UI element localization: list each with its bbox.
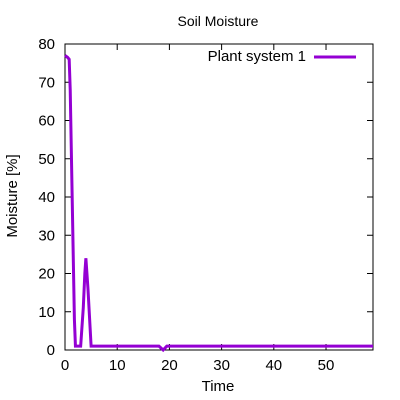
chart-title: Soil Moisture [178,13,259,29]
tick-labels: 0 10 20 30 40 50 0 10 20 30 40 50 60 70 80 [38,36,334,374]
series-layer [64,54,373,353]
legend: Plant system 1 [208,48,356,65]
axes [64,43,374,351]
y-tick-label-60: 60 [38,113,55,130]
y-tick-label-50: 50 [38,151,55,168]
x-tick-label-50: 50 [318,357,335,374]
x-tick-label-40: 40 [265,357,282,374]
y-axis-title: Moisture [%] [4,154,21,237]
y-tick-label-20: 20 [38,266,55,283]
y-tick-label-10: 10 [38,304,55,321]
y-tick-label-70: 70 [38,74,55,91]
y-tick-label-40: 40 [38,189,55,206]
y-tick-label-80: 80 [38,36,55,53]
plot-frame [64,43,374,351]
ticks [64,43,373,351]
x-tick-label-10: 10 [109,357,126,374]
y-tick-label-30: 30 [38,227,55,244]
x-tick-label-30: 30 [213,357,230,374]
series-line-1 [64,54,373,353]
x-tick-label-20: 20 [161,357,178,374]
y-tick-label-0: 0 [47,342,55,359]
x-tick-label-0: 0 [61,357,69,374]
x-axis-title: Time [202,378,235,395]
legend-entry-plant-system-1: Plant system 1 [208,48,306,65]
